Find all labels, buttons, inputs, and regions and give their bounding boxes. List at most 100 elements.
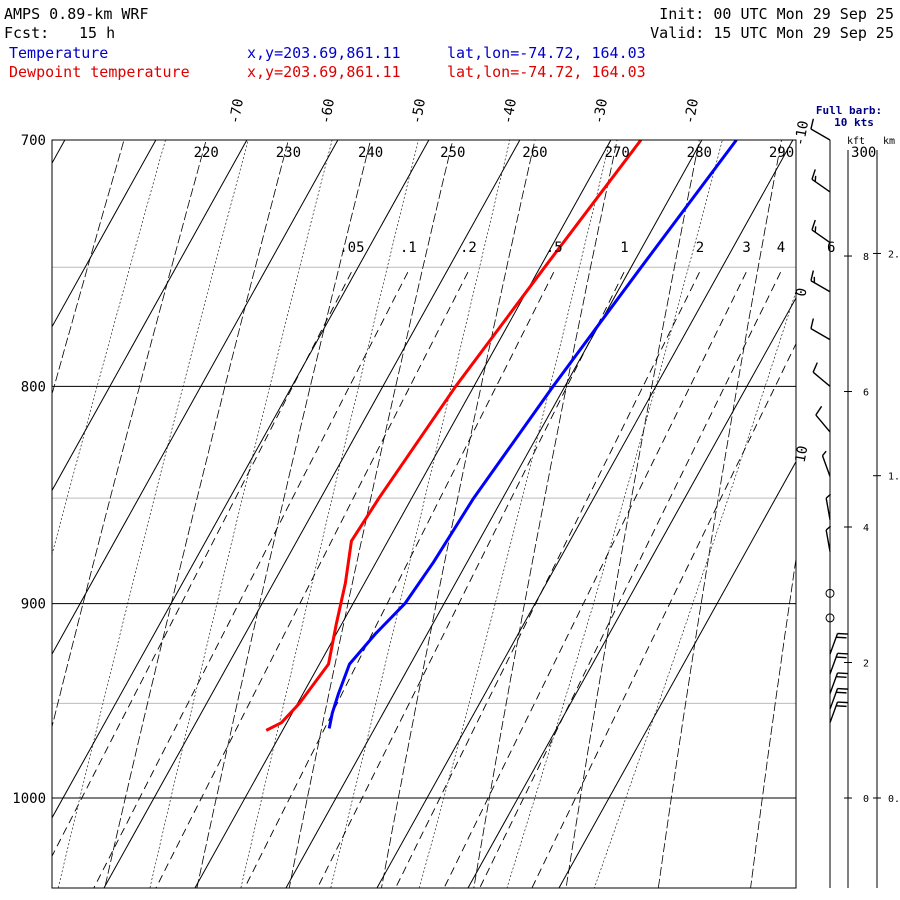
wind-barb-shaft [825,497,831,520]
wind-barb-flag [836,656,847,659]
dry-adiabat-label: 300 [851,145,876,161]
wind-barb-shaft [812,371,831,387]
dry-adiabat-label: 250 [440,145,465,161]
isotherm-label: -40 [500,97,520,125]
mixing-ratio-line [531,342,796,888]
dry-adiabat-line [104,140,289,888]
mixing-ratio-line [52,271,352,858]
isotherm-label: -10 [792,119,812,147]
legend-dewpoint-xy: x,y=203.69,861.11 [247,63,401,81]
calm-wind-marker [825,588,835,598]
wind-barb-flag [810,270,815,281]
isotherm-line [285,140,703,888]
kft-tick-label: 6 [863,388,869,399]
mixing-ratio-line [479,272,782,888]
wind-barb-flag [825,493,832,499]
dry-adiabat-label: 230 [276,145,301,161]
km-tick-label: 0. [888,794,900,805]
mixing-ratio-label: .2 [460,240,477,256]
barb-legend-title: Full barb: [816,104,882,117]
forecast-hours: 15 h [79,24,115,42]
mixing-ratio-line [244,271,555,888]
isobar-label: 1000 [12,791,46,807]
wind-barb-flag [811,219,816,231]
dry-adiabat-line [565,140,700,888]
mixing-ratio-label: 1 [620,240,628,256]
wind-barb-flag [837,687,848,690]
legend-dewpoint-latlon: lat,lon=-74.72, 164.03 [447,63,646,81]
mixing-ratio-line [155,271,469,888]
wind-barb-flag [810,318,815,329]
moist-adiabat-line [330,140,511,888]
wind-barb-shaft [825,529,831,552]
isotherm-line [52,140,248,492]
isobar-label: 800 [21,379,46,395]
isotherm-label: -70 [227,97,247,125]
dry-adiabat-line [52,140,207,729]
mixing-ratio-label: 6 [827,240,835,256]
dry-adiabat-line [473,140,618,888]
isotherm-line [194,140,612,888]
isotherm-label: -30 [591,97,611,125]
dry-adiabat-line [750,556,796,888]
plot-area [52,140,796,888]
dry-adiabat-label: 220 [194,145,219,161]
isotherm-line [376,140,794,888]
legend-temperature-xy: x,y=203.69,861.11 [247,44,401,62]
temperature-profile-line [327,140,738,729]
isobar-label: 700 [21,133,46,149]
dry-adiabat-line [196,140,372,888]
wind-barb-flag [821,450,827,457]
mixing-ratio-label: 2 [696,240,704,256]
dewpoint-profile-line [265,140,643,732]
kft-tick-label: 0 [863,794,869,805]
wind-barb-flag [815,405,823,416]
mixing-ratio-label: .1 [400,240,417,256]
valid-time: Valid: 15 UTC Mon 29 Sep 25 [650,24,894,42]
calm-wind-marker [825,613,835,623]
mixing-ratio-label: .5 [546,240,563,256]
moist-adiabat-line [149,140,333,888]
mixing-ratio-line [93,271,409,888]
kft-tick-label: 2 [863,659,869,670]
km-axis-label: km [883,136,895,147]
dry-adiabat-line [52,140,125,396]
moist-adiabat-line [593,290,796,888]
kft-axis-label: kft [847,136,865,147]
moist-adiabat-line [52,140,166,556]
isotherm-label: 0 [793,287,810,298]
moist-adiabat-line [240,140,419,888]
wind-barb-flag [837,701,848,704]
wind-barb-flag [836,636,847,639]
wind-barb-shaft [810,328,831,341]
km-tick-label: 2. [888,249,900,260]
wind-barb-flag [836,691,847,694]
dry-adiabat-label: 270 [604,145,629,161]
wind-barb-flag [837,652,848,655]
wind-barb-flag [836,705,847,708]
mixing-ratio-label: 4 [777,240,785,256]
isotherm-line [558,460,796,888]
dry-adiabat-label: 290 [769,145,794,161]
moist-adiabat-line [418,140,611,888]
height-axis: 8 6 4 2 0 2. 1. 0. [844,150,900,888]
dry-adiabat-label: 260 [522,145,547,161]
plot-frame [51,139,797,889]
wind-barbs [810,118,848,888]
kft-tick-label: 8 [863,252,869,263]
mixing-ratio-label: 3 [742,240,750,256]
wind-barb-flag [810,118,815,130]
model-title: AMPS 0.89-km WRF [4,5,149,23]
mixing-ratio-line [316,271,625,888]
wind-barb-flag [811,169,816,180]
wind-barb-flag [825,525,832,531]
dry-adiabat-label: 280 [687,145,712,161]
wind-barb-flag [837,632,848,635]
dry-adiabat-label: 240 [358,145,383,161]
mixing-ratio-label: .05 [339,240,364,256]
mixing-ratio-line [443,272,747,888]
isotherm-line [52,140,430,819]
